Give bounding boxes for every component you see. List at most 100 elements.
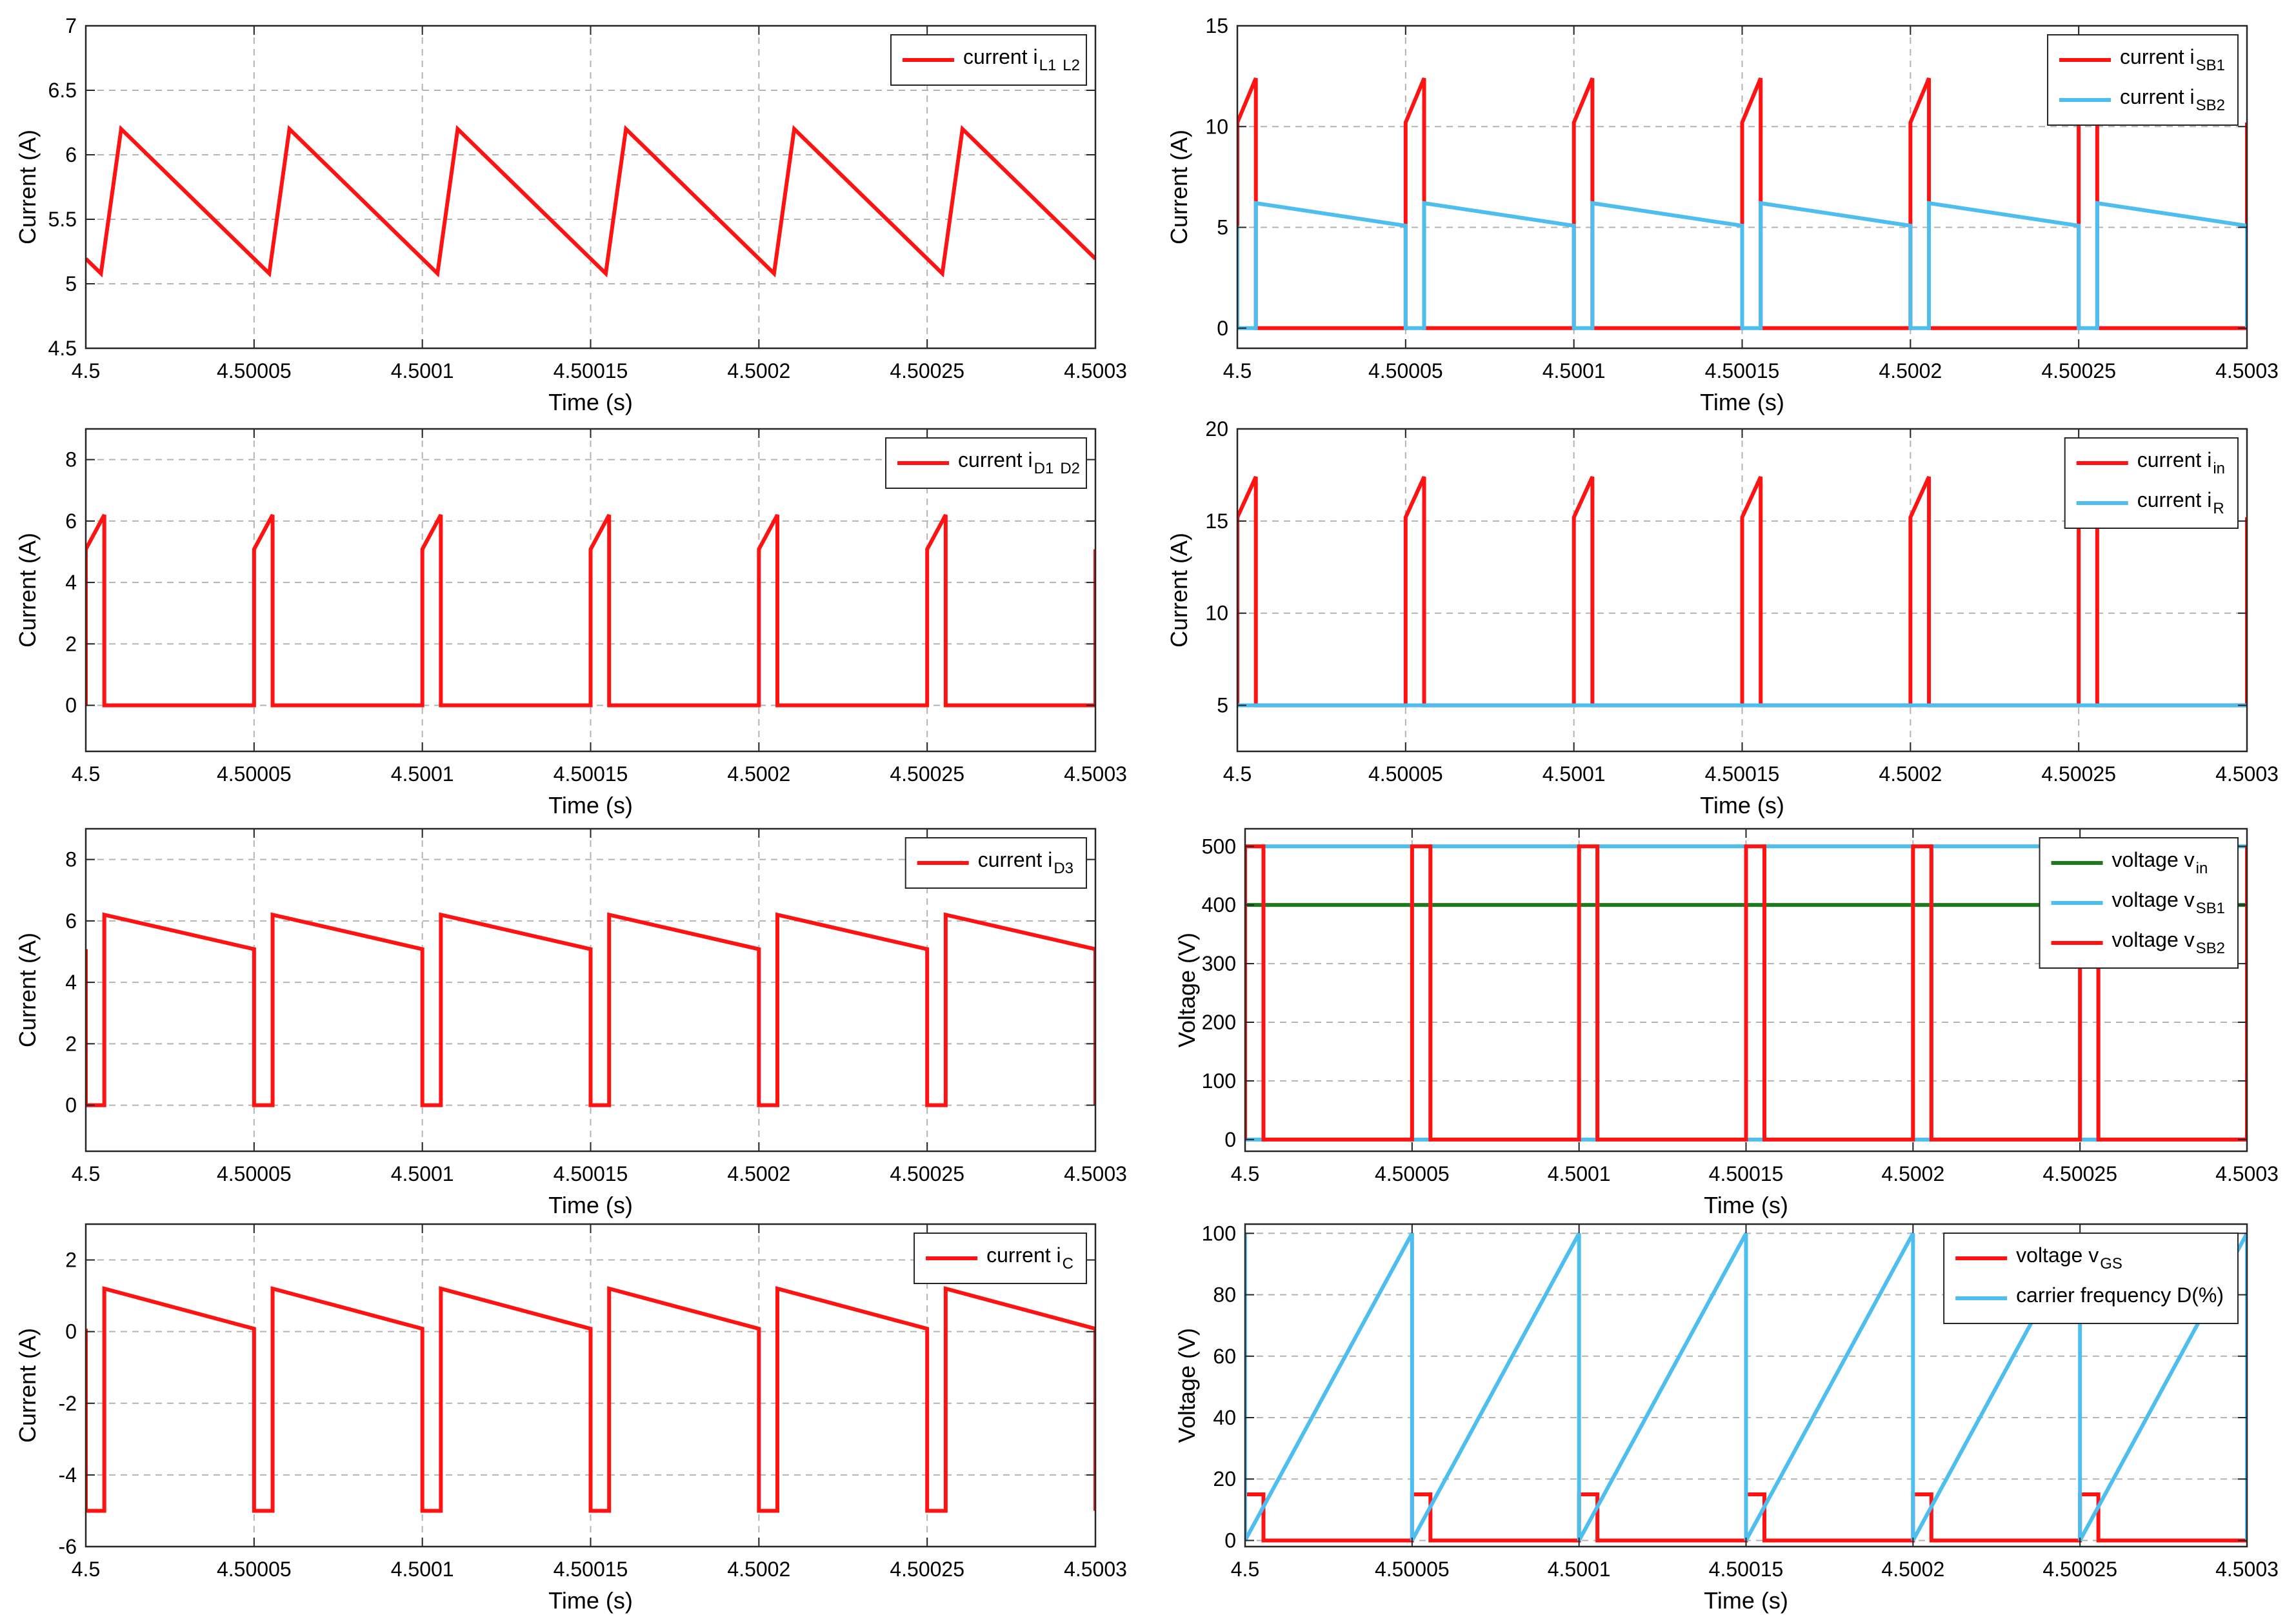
x-tick-label: 4.50015 <box>1709 1558 1784 1581</box>
legend-entry-label: current iD3 <box>978 848 1073 877</box>
x-tick-label: 4.50025 <box>890 1558 964 1581</box>
y-tick-label: 4 <box>65 571 77 594</box>
series-line <box>1237 201 2247 330</box>
x-tick-label: 4.5 <box>72 359 100 382</box>
chart-panel-7: 4.5 4.50005 4.5001 4.50015 4.5002 4.50025 4.50… <box>14 1223 1127 1614</box>
y-tick-label: 60 <box>1213 1345 1236 1368</box>
y-tick-label: 20 <box>1205 417 1228 441</box>
y-tick-label: 0 <box>1224 1529 1236 1552</box>
x-tick-label: 4.50025 <box>890 762 964 786</box>
x-tick-label: 4.5001 <box>391 1162 454 1185</box>
y-tick-label: 0 <box>65 1094 77 1117</box>
series-line <box>1237 476 2247 708</box>
y-tick-label: 15 <box>1205 510 1228 533</box>
series-line <box>86 912 1095 1107</box>
y-tick-label: 15 <box>1205 14 1228 37</box>
x-axis-label: Time (s) <box>1704 1192 1788 1218</box>
x-axis-label: Time (s) <box>548 1587 633 1614</box>
x-tick-label: 4.5002 <box>1881 1162 1944 1185</box>
y-tick-label: 400 <box>1202 893 1236 916</box>
y-tick-label: 8 <box>65 448 77 471</box>
x-tick-label: 4.50005 <box>1375 1558 1450 1581</box>
y-tick-label: 100 <box>1202 1069 1236 1093</box>
x-tick-label: 4.50025 <box>890 1162 964 1185</box>
x-axis-label: Time (s) <box>1704 1587 1788 1614</box>
y-tick-label: 6.5 <box>48 79 77 102</box>
x-tick-label: 4.50015 <box>1709 1162 1784 1185</box>
x-tick-label: 4.50005 <box>217 762 292 786</box>
chart-panel-2: 4.5 4.50005 4.5001 4.50015 4.5002 4.50025 4.50… <box>1166 14 2279 415</box>
legend-entry-label: voltage vin <box>2112 848 2208 877</box>
legend: current iin current iR <box>2064 437 2239 529</box>
x-tick-label: 4.50015 <box>1705 762 1780 786</box>
x-tick-label: 4.5002 <box>727 1162 790 1185</box>
legend-entry-label: current iSB2 <box>2120 85 2225 114</box>
legend-box <box>2047 34 2239 126</box>
x-tick-label: 4.5 <box>1231 1162 1259 1185</box>
legend-entry-label: voltage vGS <box>2016 1243 2122 1272</box>
series-line <box>1245 1232 2247 1541</box>
y-axis-label: Current (A) <box>14 933 41 1047</box>
y-tick-label: 0 <box>1217 317 1228 340</box>
y-tick-label: 0 <box>65 694 77 717</box>
x-tick-label: 4.50025 <box>2042 1558 2117 1581</box>
x-tick-label: 4.50015 <box>554 359 628 382</box>
x-axis-label: Time (s) <box>548 792 633 818</box>
x-axis-label: Time (s) <box>548 389 633 415</box>
x-tick-label: 4.5003 <box>2215 1558 2279 1581</box>
y-tick-label: 80 <box>1213 1283 1236 1307</box>
y-tick-label: 5.5 <box>48 208 77 231</box>
legend-entry-label: current iSB1 <box>2120 45 2225 74</box>
y-tick-label: 4.5 <box>48 337 77 360</box>
x-tick-label: 4.5003 <box>2215 1162 2279 1185</box>
x-tick-label: 4.50015 <box>554 1162 628 1185</box>
y-tick-label: 20 <box>1213 1467 1236 1490</box>
y-tick-label: 40 <box>1213 1406 1236 1429</box>
x-tick-label: 4.50015 <box>554 762 628 786</box>
x-tick-label: 4.5003 <box>1064 359 1127 382</box>
x-tick-label: 4.50005 <box>217 359 292 382</box>
y-axis-label: Current (A) <box>14 1328 41 1443</box>
y-axis-label: Voltage (V) <box>1173 933 1200 1047</box>
x-tick-label: 4.50025 <box>2041 359 2116 382</box>
y-tick-label: 200 <box>1202 1011 1236 1034</box>
x-tick-label: 4.5003 <box>1064 762 1127 786</box>
legend-box <box>2064 437 2239 529</box>
x-tick-label: 4.5001 <box>391 1558 454 1581</box>
x-tick-label: 4.5 <box>72 1558 100 1581</box>
legend: voltage vin voltage vSB1 voltage vSB2 <box>2039 837 2239 969</box>
x-tick-label: 4.50025 <box>2042 1162 2117 1185</box>
x-tick-label: 4.5001 <box>391 359 454 382</box>
legend: current iSB1 current iSB2 <box>2047 34 2239 126</box>
y-tick-label: 6 <box>65 909 77 933</box>
chart-panel-4: 4.5 4.50005 4.5001 4.50015 4.5002 4.50025 4.50… <box>1166 417 2279 818</box>
y-tick-label: 300 <box>1202 952 1236 975</box>
x-tick-label: 4.5002 <box>1881 1558 1944 1581</box>
legend-entry-label: carrier frequency D(%) <box>2016 1283 2224 1307</box>
y-tick-label: 0 <box>65 1320 77 1343</box>
x-tick-label: 4.5001 <box>1542 762 1606 786</box>
x-tick-label: 4.50005 <box>1368 359 1443 382</box>
x-tick-label: 4.5 <box>1231 1558 1259 1581</box>
legend: current iD1 D2 <box>885 437 1087 489</box>
chart-panel-1: 4.5 4.50005 4.5001 4.50015 4.5002 4.50025 4.50… <box>14 14 1127 415</box>
x-tick-label: 4.50005 <box>217 1558 292 1581</box>
x-tick-label: 4.50005 <box>217 1162 292 1185</box>
x-axis-label: Time (s) <box>1700 389 1784 415</box>
y-tick-label: 7 <box>65 14 77 37</box>
x-tick-label: 4.5002 <box>1879 359 1942 382</box>
x-tick-label: 4.50015 <box>554 1558 628 1581</box>
y-tick-label: 5 <box>65 272 77 295</box>
legend-entry-label: current iR <box>2137 488 2224 517</box>
chart-panel-5: 4.5 4.50005 4.5001 4.50015 4.5002 4.50025 4.50… <box>14 827 1127 1218</box>
series-line <box>86 124 1095 278</box>
y-tick-label: 10 <box>1205 602 1228 625</box>
legend-entry-label: current iD1 D2 <box>958 448 1080 477</box>
x-tick-label: 4.5001 <box>1548 1162 1611 1185</box>
y-tick-label: -2 <box>59 1392 77 1415</box>
x-axis-label: Time (s) <box>1700 792 1784 818</box>
legend-entry-label: voltage vSB2 <box>2112 928 2225 957</box>
legend: voltage vGS carrier frequency D(%) <box>1943 1233 2239 1324</box>
x-tick-label: 4.5003 <box>2215 762 2279 786</box>
